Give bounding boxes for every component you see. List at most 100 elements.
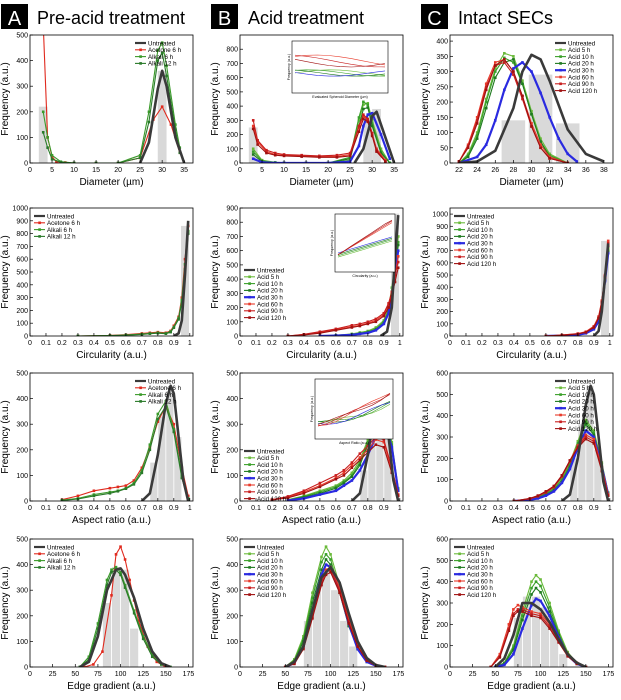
data-point xyxy=(534,597,538,601)
plot-area xyxy=(450,208,613,336)
y-tick-label: 500 xyxy=(436,273,448,280)
x-tick-label: 0.1 xyxy=(41,340,51,347)
histogram-bar xyxy=(349,646,358,667)
legend-marker xyxy=(458,572,461,576)
y-tick-label: 400 xyxy=(226,277,238,284)
legend-marker xyxy=(458,235,461,238)
x-tick-label: 0.6 xyxy=(541,505,551,512)
x-tick-label: 0.8 xyxy=(363,340,373,347)
data-point xyxy=(576,446,580,449)
y-tick-label: 400 xyxy=(16,396,28,403)
x-tick-label: 0.3 xyxy=(493,505,503,512)
data-point xyxy=(592,326,596,329)
legend-marker xyxy=(38,552,41,556)
data-point xyxy=(172,326,176,329)
data-point xyxy=(584,422,588,426)
x-tick-label: 125 xyxy=(347,671,359,678)
y-tick-label: 250 xyxy=(436,84,448,91)
data-point xyxy=(124,487,128,491)
y-tick-label: 500 xyxy=(436,558,448,565)
legend-label: Acid 120 h xyxy=(568,88,598,95)
y-tick-label: 300 xyxy=(16,422,28,429)
data-point xyxy=(475,119,479,122)
legend-label: Acid 120 h xyxy=(257,496,287,503)
series-line xyxy=(458,58,568,163)
legend-label: Acid 5 h xyxy=(568,47,591,54)
x-tick-label: 1 xyxy=(608,505,612,512)
x-tick-label: 26 xyxy=(491,167,499,174)
chart-panel-a4: 0 25 50 75 100 125 150 175 0 100 200 300 400 500 Edge … xyxy=(0,537,194,693)
chart-panel-c3: 0 0.1 0.2 0.3 0.4 0.5 0.6 0.7 0.8 0.9 1 0 100 200 300 4… xyxy=(420,371,614,526)
data-point xyxy=(539,140,542,143)
data-point xyxy=(123,583,127,587)
y-tick-label: 400 xyxy=(16,282,28,289)
legend-label: Alkali 12 h xyxy=(148,399,177,406)
legend-marker xyxy=(559,89,562,92)
legend-marker xyxy=(559,75,562,79)
legend-marker xyxy=(248,586,251,590)
legend-marker xyxy=(559,413,562,417)
y-tick-label: 100 xyxy=(16,473,28,480)
y-tick-label: 0 xyxy=(444,499,448,506)
data-point xyxy=(329,553,332,556)
x-tick-label: 0.4 xyxy=(299,505,309,512)
x-tick-label: 0.9 xyxy=(379,505,389,512)
data-point xyxy=(382,322,386,326)
data-point xyxy=(557,631,560,635)
y-tick-label: 200 xyxy=(436,456,448,463)
y-tick-label: 100 xyxy=(16,639,28,646)
y-tick-label: 400 xyxy=(436,413,448,420)
histogram-bar xyxy=(522,596,532,667)
x-tick-label: 0.3 xyxy=(283,340,293,347)
data-point xyxy=(396,266,400,270)
data-point xyxy=(251,153,255,156)
data-point xyxy=(566,655,570,658)
data-point xyxy=(320,560,323,564)
y-tick-label: 300 xyxy=(436,435,448,442)
data-point xyxy=(366,103,370,106)
x-tick-label: 175 xyxy=(603,671,615,678)
data-point xyxy=(530,614,533,618)
data-point xyxy=(576,439,580,443)
x-tick-label: 150 xyxy=(370,671,382,678)
y-tick-label: 0 xyxy=(234,334,238,341)
data-point xyxy=(350,471,354,475)
y-tick-label: 300 xyxy=(436,69,448,76)
x-tick-label: 30 xyxy=(158,167,166,174)
data-point xyxy=(374,317,378,321)
x-tick-label: 25 xyxy=(136,167,144,174)
legend-marker xyxy=(139,55,142,58)
data-point xyxy=(114,565,118,569)
data-point xyxy=(164,332,168,335)
legend-marker xyxy=(458,566,461,569)
x-tick-label: 1 xyxy=(398,340,402,347)
data-point xyxy=(320,555,323,559)
data-point xyxy=(356,647,360,651)
data-point xyxy=(138,156,142,160)
legend-label: Acid 10 h xyxy=(568,392,594,399)
data-point xyxy=(379,151,383,155)
legend-marker xyxy=(248,579,251,583)
data-point xyxy=(324,568,328,572)
series-line xyxy=(42,42,181,163)
legend-label: Alkali 12 h xyxy=(47,565,76,572)
y-axis-label: Frequency (a.u.) xyxy=(420,235,431,308)
data-point xyxy=(105,583,109,587)
x-tick-label: 175 xyxy=(183,671,195,678)
legend-marker xyxy=(248,289,251,292)
x-tick-label: 0.7 xyxy=(347,340,357,347)
data-point xyxy=(507,623,511,626)
data-point xyxy=(256,138,259,142)
data-point xyxy=(116,489,120,493)
data-point xyxy=(530,612,533,615)
y-tick-label: 100 xyxy=(226,473,238,480)
data-point xyxy=(566,152,570,156)
y-tick-label: 200 xyxy=(16,308,28,315)
data-point xyxy=(548,614,551,618)
x-tick-label: 0.6 xyxy=(121,505,131,512)
x-tick-label: 0.7 xyxy=(557,505,567,512)
x-tick-label: 150 xyxy=(160,671,172,678)
histogram-bar xyxy=(174,437,182,501)
